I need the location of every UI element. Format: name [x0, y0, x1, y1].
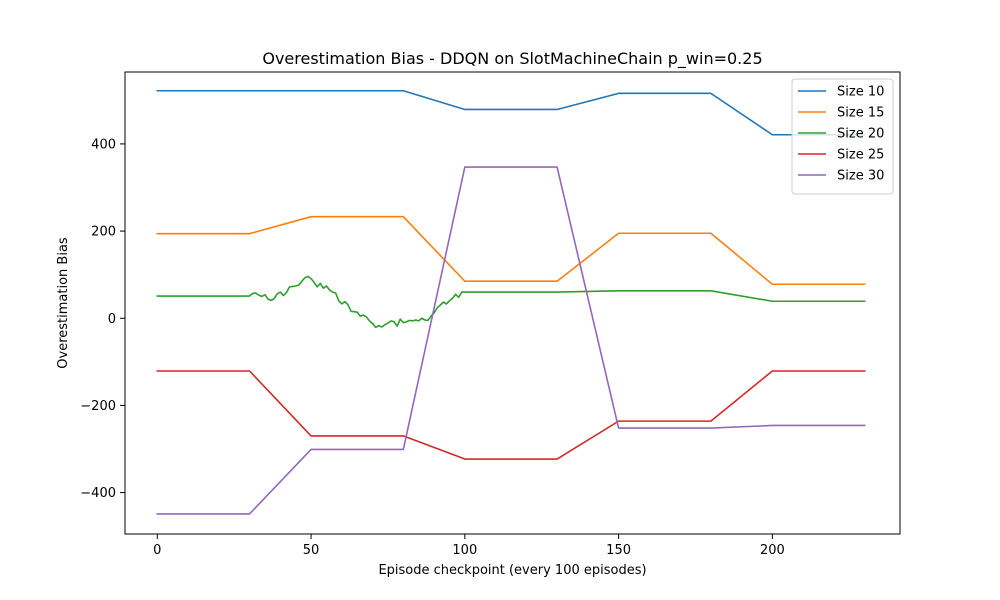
x-axis-label: Episode checkpoint (every 100 episodes)	[378, 563, 646, 578]
x-tick-label: 200	[760, 543, 785, 558]
series-line-size-20	[156, 275, 866, 329]
legend-label: Size 25	[837, 148, 884, 163]
y-tick-label: 400	[91, 137, 116, 152]
legend-label: Size 30	[837, 169, 884, 184]
series-line-size-30	[156, 166, 866, 515]
legend-box	[791, 78, 894, 195]
y-tick-label: −400	[80, 486, 116, 501]
x-tick-label: 150	[606, 543, 631, 558]
x-tick-label: 50	[303, 543, 320, 558]
x-axis: 0 50 100 150 200	[153, 534, 785, 558]
plot-frame	[124, 71, 901, 535]
series-line-size-25	[156, 370, 866, 460]
legend-label: Size 15	[837, 106, 884, 121]
y-axis-label: Overestimation Bias	[56, 237, 71, 369]
series-line-size-15	[156, 215, 866, 286]
legend-label: Size 10	[837, 85, 884, 100]
series-layer	[156, 89, 866, 515]
legend-label: Size 20	[837, 127, 884, 142]
y-axis: −400 −200 0 200 400	[80, 137, 125, 501]
x-tick-label: 100	[452, 543, 477, 558]
series-line-size-10	[156, 89, 866, 136]
legend: Size 10 Size 15 Size 20 Size 25 Size 30	[791, 78, 894, 195]
chart-title: Overestimation Bias - DDQN on SlotMachin…	[262, 49, 762, 69]
y-tick-label: −200	[80, 399, 116, 414]
x-tick-label: 0	[153, 543, 161, 558]
y-tick-label: 0	[108, 312, 116, 327]
y-tick-label: 200	[91, 225, 116, 240]
